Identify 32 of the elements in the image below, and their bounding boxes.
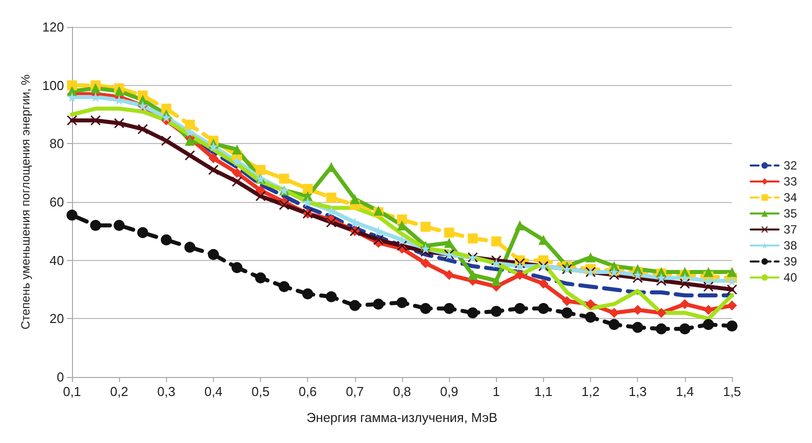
y-tick-label: 80	[50, 136, 64, 152]
y-axis-title: Степень уменьшения поглощения энергии, %	[18, 74, 32, 330]
x-tick-label: 0,3	[157, 384, 176, 399]
legend-label: 34	[784, 190, 798, 204]
x-tick-label: 0,9	[440, 384, 458, 399]
y-tick-label: 60	[50, 194, 64, 210]
x-tick-label: 1	[492, 384, 500, 399]
y-tick-label: 0	[56, 370, 64, 384]
y-tick-label: 120	[42, 20, 64, 34]
legend-label: 35	[784, 206, 798, 220]
x-tick-label: 1,5	[722, 384, 742, 399]
x-tick-label: 1,3	[628, 384, 647, 399]
legend-label: 37	[784, 222, 798, 236]
x-tick-label: 1,4	[676, 384, 694, 399]
x-tick-label: 0,4	[204, 384, 222, 399]
x-tick-label: 0,6	[298, 384, 317, 399]
x-tick-label: 1,2	[582, 384, 600, 399]
legend-label: 33	[784, 174, 798, 188]
x-tick-label: 1,1	[534, 384, 552, 399]
legend-label: 38	[784, 238, 798, 252]
x-tick-label: 0,7	[346, 384, 364, 399]
x-tick-label: 0,1	[62, 384, 82, 399]
x-axis-title: Энергия гамма-излучения, МэВ	[306, 410, 498, 425]
x-tick-label: 0,8	[392, 384, 412, 399]
x-tick-label: 0,5	[252, 384, 270, 399]
y-tick-label: 100	[42, 78, 64, 93]
legend-label: 32	[784, 158, 798, 172]
y-tick-label: 20	[50, 311, 64, 326]
legend-label: 40	[784, 270, 798, 284]
y-tick-label: 40	[50, 252, 64, 268]
x-tick-label: 0,2	[110, 384, 128, 399]
legend-label: 39	[784, 254, 798, 268]
